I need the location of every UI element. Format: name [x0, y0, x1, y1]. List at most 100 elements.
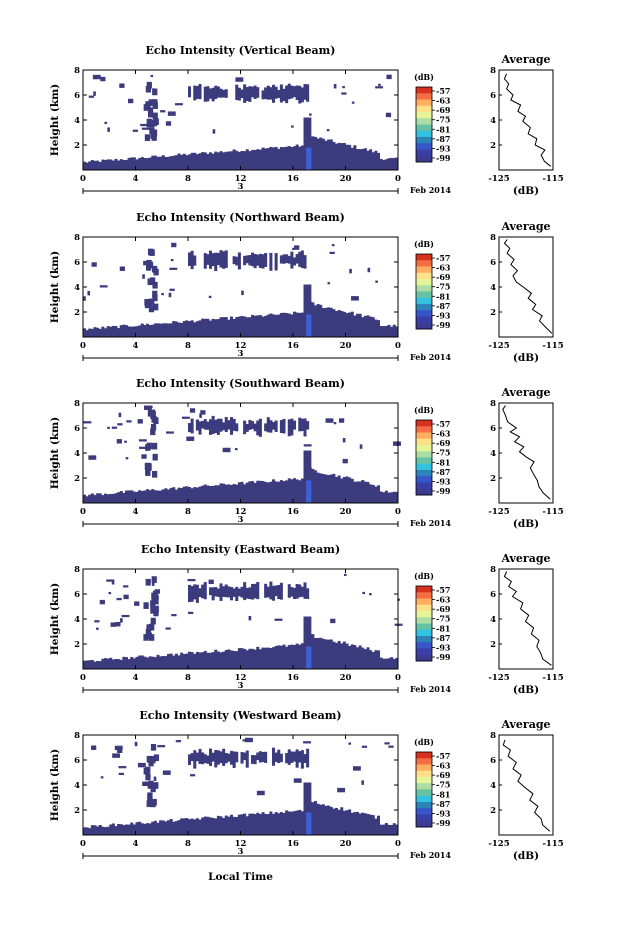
echo-cell	[188, 754, 192, 766]
panel-title: Echo Intensity (Southward Beam)	[136, 377, 345, 390]
echo-speckle	[165, 121, 172, 126]
echo-speckle	[152, 442, 158, 450]
y-axis-label: Height (km)	[49, 251, 61, 323]
echo-cell	[269, 420, 273, 433]
echo-cell	[177, 322, 181, 337]
echo-cell	[214, 151, 218, 170]
echo-speckle	[274, 618, 283, 621]
echo-cell	[216, 152, 220, 170]
echo-cell	[174, 321, 178, 337]
echo-cell	[235, 751, 239, 763]
echo-cell	[366, 813, 370, 835]
colorbar-swatch	[416, 611, 432, 618]
echo-cell	[295, 749, 299, 768]
echo-cell	[319, 473, 323, 503]
echo-cell	[340, 478, 344, 503]
y-tick-label: 8	[74, 66, 80, 76]
colorbar-swatch	[416, 87, 432, 94]
echo-speckle	[170, 259, 174, 262]
echo-cell	[188, 819, 192, 835]
echo-cell	[295, 810, 299, 835]
echo-speckle	[293, 778, 302, 783]
echo-cell	[148, 325, 152, 337]
echo-cell	[395, 824, 399, 835]
echo-cell	[190, 586, 194, 602]
echo-field	[83, 573, 403, 669]
echo-speckle	[150, 600, 156, 608]
x-tick-label: 16	[287, 174, 299, 184]
echo-cell	[366, 647, 370, 669]
echo-cell	[358, 813, 362, 835]
x-tick-label: 16	[287, 507, 299, 517]
echo-cell	[363, 649, 367, 669]
echo-cell	[293, 146, 297, 170]
profile-line	[503, 571, 552, 666]
colorbar-swatch	[416, 297, 432, 305]
echo-speckle	[121, 614, 130, 618]
echo-speckle	[150, 74, 154, 78]
echo-cell	[190, 488, 194, 503]
echo-cell	[311, 468, 315, 503]
y-axis-label: Height (km)	[49, 583, 61, 655]
echo-cell	[361, 812, 365, 835]
echo-cell	[167, 653, 171, 669]
echo-cell	[195, 154, 199, 170]
echo-speckle	[342, 458, 348, 464]
echo-cell	[295, 312, 299, 337]
echo-cell	[90, 328, 94, 337]
colorbar-swatch	[416, 124, 432, 132]
echo-cell	[327, 307, 331, 337]
echo-cell	[390, 157, 394, 170]
echo-cell	[122, 656, 126, 669]
echo-cell	[395, 157, 399, 170]
echo-speckle	[107, 127, 110, 132]
colorbar-tick-label: -99	[436, 818, 451, 828]
echo-cell	[125, 657, 129, 669]
echo-cell	[188, 252, 192, 267]
panel-3: Echo Intensity (Eastward Beam) 2 4 6 8 Height…	[49, 543, 564, 696]
echo-cell	[327, 139, 331, 170]
echo-core	[306, 314, 312, 337]
profile-line	[503, 73, 552, 167]
echo-cell	[216, 252, 220, 266]
echo-cell	[85, 162, 89, 170]
y-tick-label: 4	[74, 449, 80, 459]
colorbar-swatch	[416, 260, 432, 267]
echo-cell	[98, 824, 102, 835]
echo-cell	[222, 651, 226, 669]
colorbar-tick-label: -57	[436, 585, 450, 595]
y-tick-label: 4	[74, 615, 80, 625]
echo-cell	[211, 253, 215, 267]
echo-cell	[337, 809, 341, 835]
echo-cell	[201, 420, 205, 429]
echo-cell	[269, 146, 273, 170]
echo-cell	[104, 493, 108, 503]
x-tick-label: 8	[185, 341, 191, 351]
echo-cell	[290, 418, 294, 436]
echo-speckle	[146, 81, 152, 89]
echo-cell	[182, 818, 186, 835]
echo-cell	[353, 645, 357, 669]
echo-cell	[203, 318, 207, 337]
echo-cell	[282, 312, 286, 337]
echo-cell	[90, 660, 94, 669]
colorbar-tick-label: -99	[436, 153, 451, 163]
echo-cell	[119, 659, 123, 669]
echo-cell	[342, 143, 346, 170]
echo-cell	[311, 802, 315, 835]
y-axis-label: Height (km)	[49, 749, 61, 821]
echo-speckle	[88, 95, 94, 98]
echo-cell	[363, 148, 367, 170]
echo-cell	[206, 421, 210, 430]
echo-cell	[211, 587, 215, 601]
echo-cell	[130, 157, 134, 170]
echo-speckle	[139, 446, 147, 449]
echo-speckle	[87, 290, 91, 296]
echo-cell	[377, 650, 381, 669]
echo-cell	[285, 146, 289, 170]
echo-speckle	[111, 580, 115, 585]
echo-cell	[235, 651, 239, 669]
echo-cell	[114, 326, 118, 337]
echo-core	[306, 812, 312, 835]
echo-cell	[209, 152, 213, 170]
